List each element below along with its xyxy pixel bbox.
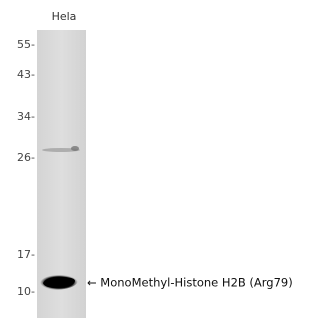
faint-band-spot [71,146,79,151]
marker-label: 34- [17,110,35,123]
marker-label: 17- [17,248,35,261]
gel-lane [37,30,86,318]
marker-label: 26- [17,151,35,164]
page: {"lane_label": "Hela", "markers": ["55-"… [0,0,306,318]
marker-label: 10- [17,285,35,298]
marker-labels: 55- 43- 34- 26- 17- 10- [17,38,35,298]
band-label: ← MonoMethyl-Histone H2B (Arg79) [87,276,293,290]
marker-label: 55- [17,38,35,51]
blot-figure: Hela 55- 43- 34- 26- 17- 10- ← MonoMethyl-His… [0,0,306,318]
lane-label: Hela [52,10,77,23]
marker-label: 43- [17,68,35,81]
